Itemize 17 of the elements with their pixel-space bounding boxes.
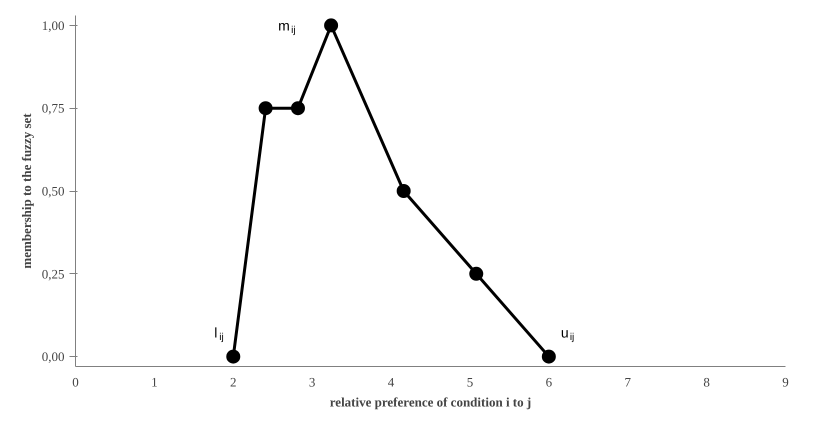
x-tick-label: 8	[703, 374, 710, 390]
y-tick-label: 0,00	[42, 349, 64, 364]
x-tick-label: 5	[466, 374, 474, 390]
x-tick-label: 6	[546, 374, 553, 390]
x-tick-label: 9	[782, 374, 789, 390]
y-axis-title: membership to the fuzzy set	[18, 112, 34, 269]
y-tick-label: 0,75	[42, 100, 64, 116]
x-tick-label: 3	[308, 374, 316, 390]
x-tick-label: 0	[72, 374, 79, 390]
x-tick-label: 1	[151, 374, 158, 390]
y-tick-label: 0,50	[42, 184, 64, 198]
x-axis-title: relative preference of condition i to j	[330, 394, 532, 410]
x-tick-label: 2	[230, 374, 237, 390]
y-tick-label: 0,25	[42, 266, 64, 282]
y-tick-label: 1,00	[42, 18, 64, 33]
x-tick-label: 4	[388, 374, 395, 390]
x-tick-label: 7	[624, 374, 632, 390]
